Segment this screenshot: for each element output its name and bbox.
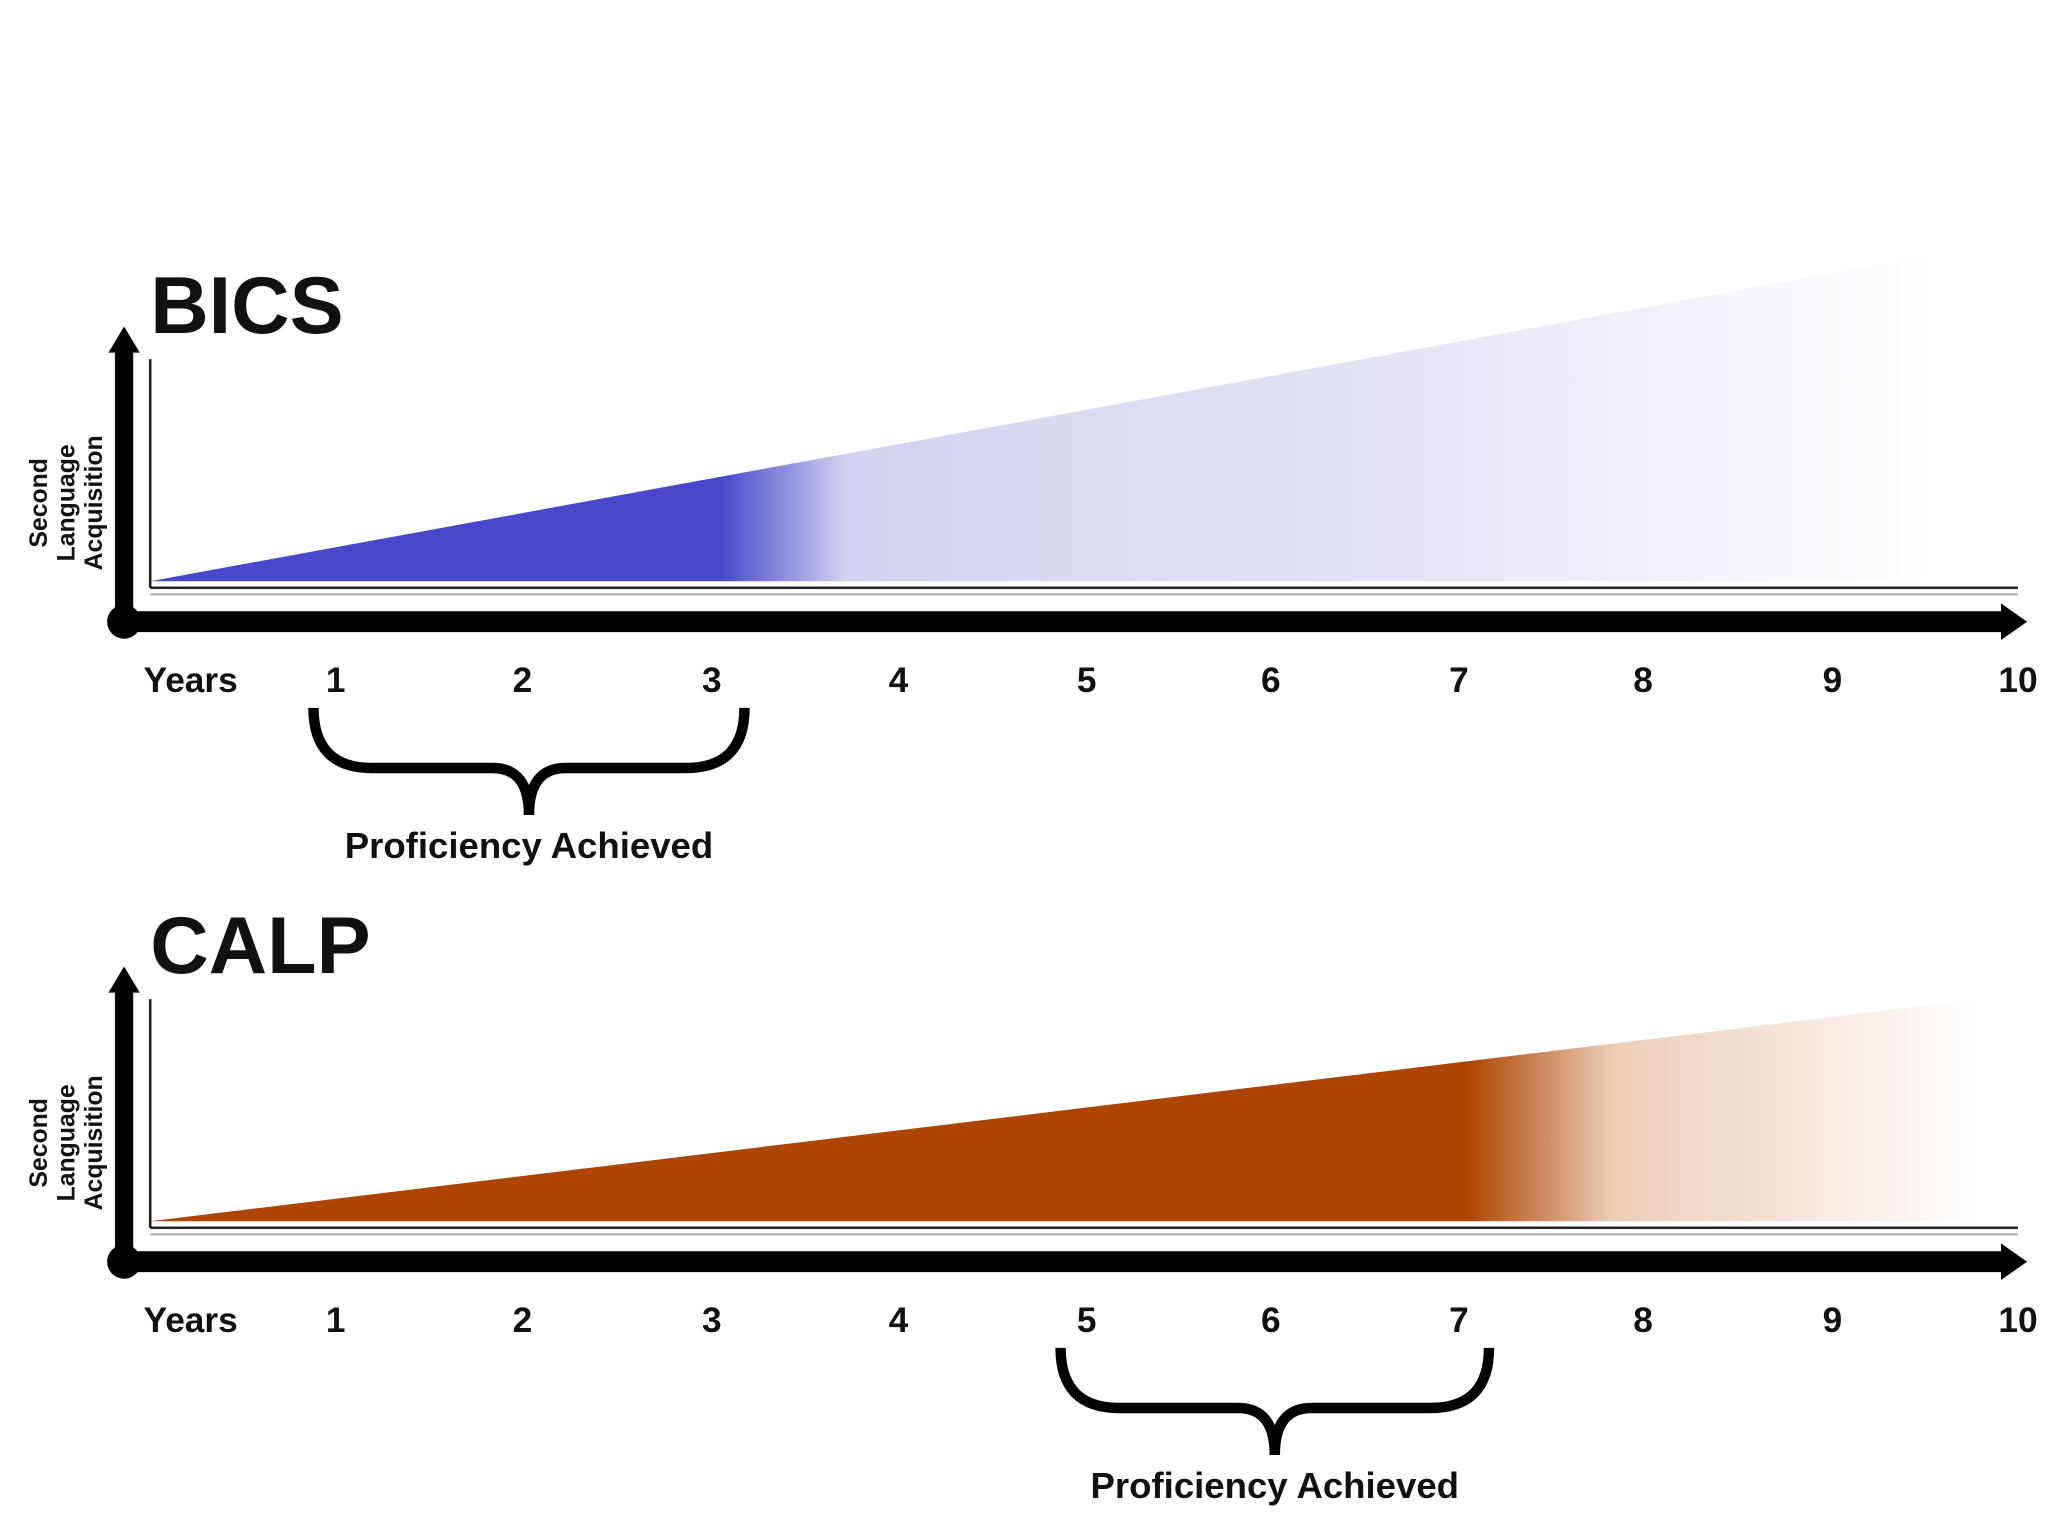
- panel: CALP Second Language Acquisition Years 1 2 3 4 5 6…: [26, 901, 2038, 1506]
- panel-title: CALP: [150, 901, 370, 991]
- tick-label: 4: [889, 1301, 909, 1340]
- wedge: [150, 254, 1934, 582]
- y-axis-label: Acquisition: [81, 435, 108, 570]
- tick-label: 3: [702, 661, 722, 700]
- tick-label: 10: [1998, 661, 2037, 700]
- tick-label: 5: [1077, 661, 1097, 700]
- tick-label: 2: [513, 661, 533, 700]
- brace: [308, 707, 750, 816]
- arrow-head: [2000, 603, 2028, 640]
- tick-label: 7: [1449, 661, 1469, 700]
- tick-label: 8: [1633, 1301, 1653, 1340]
- y-axis-label: Language: [53, 1084, 80, 1201]
- axis-origin: [107, 604, 142, 639]
- arrow-head: [108, 966, 140, 993]
- annotation: Proficiency Achieved: [345, 825, 713, 866]
- tick-label: 10: [1998, 1301, 2037, 1340]
- brace: [1055, 1347, 1495, 1456]
- tick-label: 2: [513, 1301, 533, 1340]
- y-axis-label: Second: [26, 1098, 53, 1188]
- tick-label: 9: [1823, 1301, 1843, 1340]
- tick-label: 1: [326, 1301, 346, 1340]
- arrow-head: [2000, 1243, 2028, 1280]
- tick-label: 8: [1633, 661, 1653, 700]
- tick-label: 3: [702, 1301, 722, 1340]
- tick-label: 4: [889, 661, 909, 700]
- tick-label: 9: [1823, 661, 1843, 700]
- tick-label: 7: [1449, 1301, 1469, 1340]
- annotation: Proficiency Achieved: [1091, 1465, 1459, 1506]
- tick-label: 1: [326, 661, 346, 700]
- tick-label: 6: [1261, 661, 1281, 700]
- tick-label: 5: [1077, 1301, 1097, 1340]
- x-axis-label: Years: [144, 1301, 238, 1340]
- panel-title: BICS: [150, 261, 343, 351]
- tick-label: 6: [1261, 1301, 1281, 1340]
- axis-origin: [107, 1244, 142, 1279]
- y-axis-label: Acquisition: [81, 1075, 108, 1210]
- x-axis-label: Years: [144, 661, 238, 700]
- y-axis-label: Second: [26, 458, 53, 548]
- wedge: [150, 999, 1979, 1222]
- y-axis-label: Language: [53, 444, 80, 561]
- panel: BICS Second Language Acquisition Years 1 2 3 4 5 6…: [26, 254, 2038, 866]
- arrow-head: [108, 326, 140, 353]
